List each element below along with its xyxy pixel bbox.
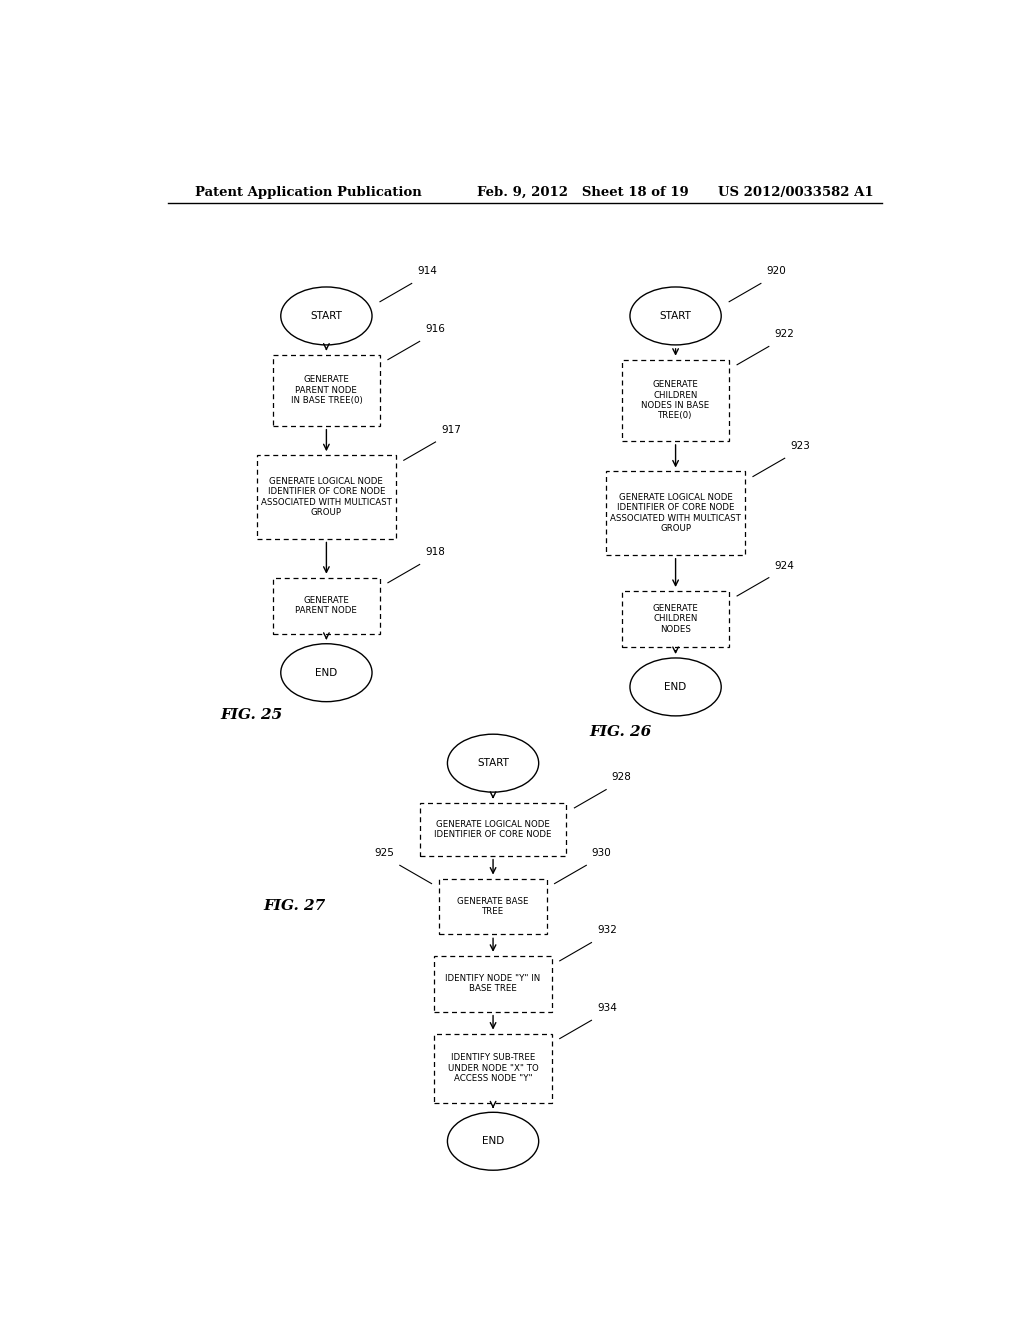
Text: 914: 914 bbox=[417, 267, 437, 276]
Text: GENERATE BASE
TREE: GENERATE BASE TREE bbox=[458, 896, 528, 916]
Bar bbox=[622, 591, 729, 647]
Text: GENERATE LOGICAL NODE
IDENTIFIER OF CORE NODE
ASSOCIATED WITH MULTICAST
GROUP: GENERATE LOGICAL NODE IDENTIFIER OF CORE… bbox=[261, 477, 392, 517]
Text: Patent Application Publication: Patent Application Publication bbox=[196, 186, 422, 199]
Text: 922: 922 bbox=[774, 329, 795, 339]
Bar bbox=[272, 355, 380, 426]
Bar bbox=[439, 879, 547, 935]
Text: FIG. 26: FIG. 26 bbox=[589, 725, 651, 739]
Text: GENERATE
PARENT NODE: GENERATE PARENT NODE bbox=[296, 595, 357, 615]
Text: END: END bbox=[665, 682, 687, 692]
Text: 934: 934 bbox=[597, 1003, 616, 1014]
Text: GENERATE LOGICAL NODE
IDENTIFIER OF CORE NODE: GENERATE LOGICAL NODE IDENTIFIER OF CORE… bbox=[434, 820, 552, 840]
Text: 928: 928 bbox=[611, 772, 632, 783]
Text: GENERATE LOGICAL NODE
IDENTIFIER OF CORE NODE
ASSOCIATED WITH MULTICAST
GROUP: GENERATE LOGICAL NODE IDENTIFIER OF CORE… bbox=[610, 494, 741, 533]
Text: START: START bbox=[477, 758, 509, 768]
Text: FIG. 27: FIG. 27 bbox=[263, 899, 326, 913]
Text: 920: 920 bbox=[766, 267, 786, 276]
Text: 916: 916 bbox=[425, 325, 445, 334]
Text: US 2012/0033582 A1: US 2012/0033582 A1 bbox=[719, 186, 873, 199]
Bar bbox=[434, 956, 552, 1011]
Text: IDENTIFY NODE "Y" IN
BASE TREE: IDENTIFY NODE "Y" IN BASE TREE bbox=[445, 974, 541, 994]
Text: 925: 925 bbox=[375, 849, 394, 858]
Text: 924: 924 bbox=[774, 561, 795, 570]
Text: END: END bbox=[315, 668, 338, 677]
Bar bbox=[622, 359, 729, 441]
Text: 923: 923 bbox=[791, 441, 810, 451]
Text: GENERATE
CHILDREN
NODES: GENERATE CHILDREN NODES bbox=[652, 605, 698, 634]
Text: START: START bbox=[659, 312, 691, 321]
Bar bbox=[420, 803, 566, 855]
Text: 918: 918 bbox=[425, 548, 445, 557]
Bar bbox=[257, 455, 396, 539]
Bar bbox=[606, 471, 745, 554]
Text: FIG. 25: FIG. 25 bbox=[220, 709, 283, 722]
Text: GENERATE
PARENT NODE
IN BASE TREE(0): GENERATE PARENT NODE IN BASE TREE(0) bbox=[291, 375, 362, 405]
Bar bbox=[272, 578, 380, 634]
Text: IDENTIFY SUB-TREE
UNDER NODE "X" TO
ACCESS NODE "Y": IDENTIFY SUB-TREE UNDER NODE "X" TO ACCE… bbox=[447, 1053, 539, 1082]
Text: START: START bbox=[310, 312, 342, 321]
Text: 932: 932 bbox=[597, 925, 616, 936]
Text: 917: 917 bbox=[441, 425, 461, 434]
Text: 930: 930 bbox=[592, 849, 611, 858]
Text: GENERATE
CHILDREN
NODES IN BASE
TREE(0): GENERATE CHILDREN NODES IN BASE TREE(0) bbox=[641, 380, 710, 420]
Text: END: END bbox=[482, 1137, 504, 1146]
Bar bbox=[434, 1034, 552, 1102]
Text: Feb. 9, 2012   Sheet 18 of 19: Feb. 9, 2012 Sheet 18 of 19 bbox=[477, 186, 689, 199]
